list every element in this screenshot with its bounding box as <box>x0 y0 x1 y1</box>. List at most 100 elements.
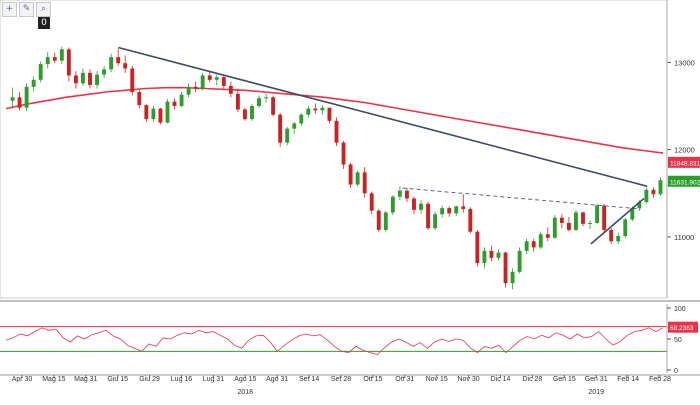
candle-body <box>52 57 57 61</box>
rsi-tick-label: 50 <box>674 337 682 344</box>
trendline-dashed <box>402 187 641 210</box>
candle-body <box>10 97 15 101</box>
candle-body <box>186 86 191 95</box>
candle-body <box>73 75 78 84</box>
trendline-layer[interactable] <box>118 46 648 245</box>
candle-body <box>362 172 367 194</box>
candle-body <box>510 271 515 284</box>
candle-body <box>412 198 416 210</box>
time-tick-label: Lug 31 <box>203 376 225 383</box>
candle-body <box>482 250 487 264</box>
candle-body <box>144 105 149 120</box>
crosshair-icon[interactable]: + <box>2 2 17 17</box>
candle-body <box>264 97 269 99</box>
candle-body <box>172 101 177 106</box>
candle-body <box>66 49 71 76</box>
time-tick-label: Feb 28 <box>649 376 671 383</box>
candle-body <box>257 98 261 106</box>
candle-body <box>250 106 254 120</box>
candle-body <box>151 108 156 120</box>
candle-body <box>630 208 635 220</box>
toolbar: + ✎ ⌕ <box>2 2 51 17</box>
price-tick-label: 13000 <box>674 58 695 67</box>
time-tick-label: Ott 15 <box>363 376 382 383</box>
candle-body <box>538 234 543 248</box>
time-tick-label: Ago 15 <box>234 376 256 383</box>
candle-body <box>271 97 276 115</box>
candle-body <box>545 234 550 238</box>
time-tick-label: Mag 31 <box>74 376 97 383</box>
candle-body <box>531 241 536 248</box>
candle-body <box>243 109 247 120</box>
candle-body <box>102 69 107 75</box>
time-tick-label: Apr 30 <box>12 376 33 383</box>
candle-body <box>31 79 36 87</box>
time-tick-label: Mag 15 <box>42 376 65 383</box>
candle-body <box>595 205 600 223</box>
candle-body <box>59 49 64 61</box>
price-panel-grid <box>0 0 700 376</box>
candle-body <box>524 241 529 251</box>
rsi-value-badge-text: 68.2363 <box>670 325 694 332</box>
candle-body <box>623 219 628 237</box>
time-tick-label: Set 14 <box>299 376 319 383</box>
candle-body <box>454 206 459 214</box>
candle-body <box>559 217 564 223</box>
time-year-label: 2019 <box>588 389 604 396</box>
candle-body <box>88 72 92 86</box>
candle-body <box>658 180 663 195</box>
trendline-downtrend <box>118 46 648 188</box>
rsi-tick-label: 100 <box>674 306 686 313</box>
candle-body <box>581 212 585 224</box>
pencil-icon[interactable]: ✎ <box>19 2 34 17</box>
candle-body <box>517 250 522 272</box>
candle-body <box>433 214 438 229</box>
price-value-badge-text: 11631.9029 <box>670 179 700 186</box>
time-tick-label: Giu 15 <box>107 376 128 383</box>
candle-body <box>419 203 423 210</box>
candle-body <box>574 212 578 230</box>
time-tick-label: Dic 14 <box>491 376 511 383</box>
candle-body <box>376 210 381 230</box>
candle-body <box>193 86 198 89</box>
time-axis: Apr 30 Mag 15 Mag 31 Giu 15 Giu 29 Lug 16 Lug … <box>12 375 671 396</box>
rsi-tick-label: 0 <box>674 368 678 375</box>
candle-body <box>17 97 22 108</box>
candle-body <box>341 142 346 165</box>
candle-body <box>461 206 466 209</box>
candle-body <box>24 86 29 108</box>
candle-body <box>137 92 142 106</box>
zoom-icon[interactable]: ⌕ <box>36 2 51 17</box>
candle-body <box>489 250 494 258</box>
candlestick-layer <box>10 46 663 290</box>
candle-body <box>38 64 43 80</box>
candle-body <box>602 205 607 230</box>
time-year-label: 2018 <box>238 389 254 396</box>
candle-body <box>320 107 325 111</box>
time-tick-label: Feb 14 <box>617 376 639 383</box>
candle-body <box>327 107 332 121</box>
candle-body <box>214 77 219 80</box>
candle-body <box>426 203 430 229</box>
candle-body <box>637 202 642 209</box>
price-value-badge: 11848.8318 <box>668 156 700 168</box>
candle-body <box>440 208 445 215</box>
candle-body <box>299 114 304 124</box>
candle-body <box>616 236 621 242</box>
trendline-uptrend <box>590 197 645 245</box>
price-panel-frame <box>0 0 668 299</box>
time-tick-label: Lug 16 <box>171 376 193 383</box>
candle-body <box>404 190 409 199</box>
time-tick-label: Nov 30 <box>458 376 480 383</box>
candle-body <box>306 108 311 115</box>
time-tick-label: Dic 28 <box>522 376 542 383</box>
drawing-counter-badge: 0 <box>38 17 50 29</box>
time-tick-label: Gen 15 <box>553 376 576 383</box>
candle-body <box>278 114 283 143</box>
candle-body <box>475 231 480 264</box>
time-tick-label: Nov 15 <box>426 376 448 383</box>
candle-body <box>207 75 212 80</box>
rsi-line <box>5 327 664 355</box>
candle-body <box>45 57 50 65</box>
